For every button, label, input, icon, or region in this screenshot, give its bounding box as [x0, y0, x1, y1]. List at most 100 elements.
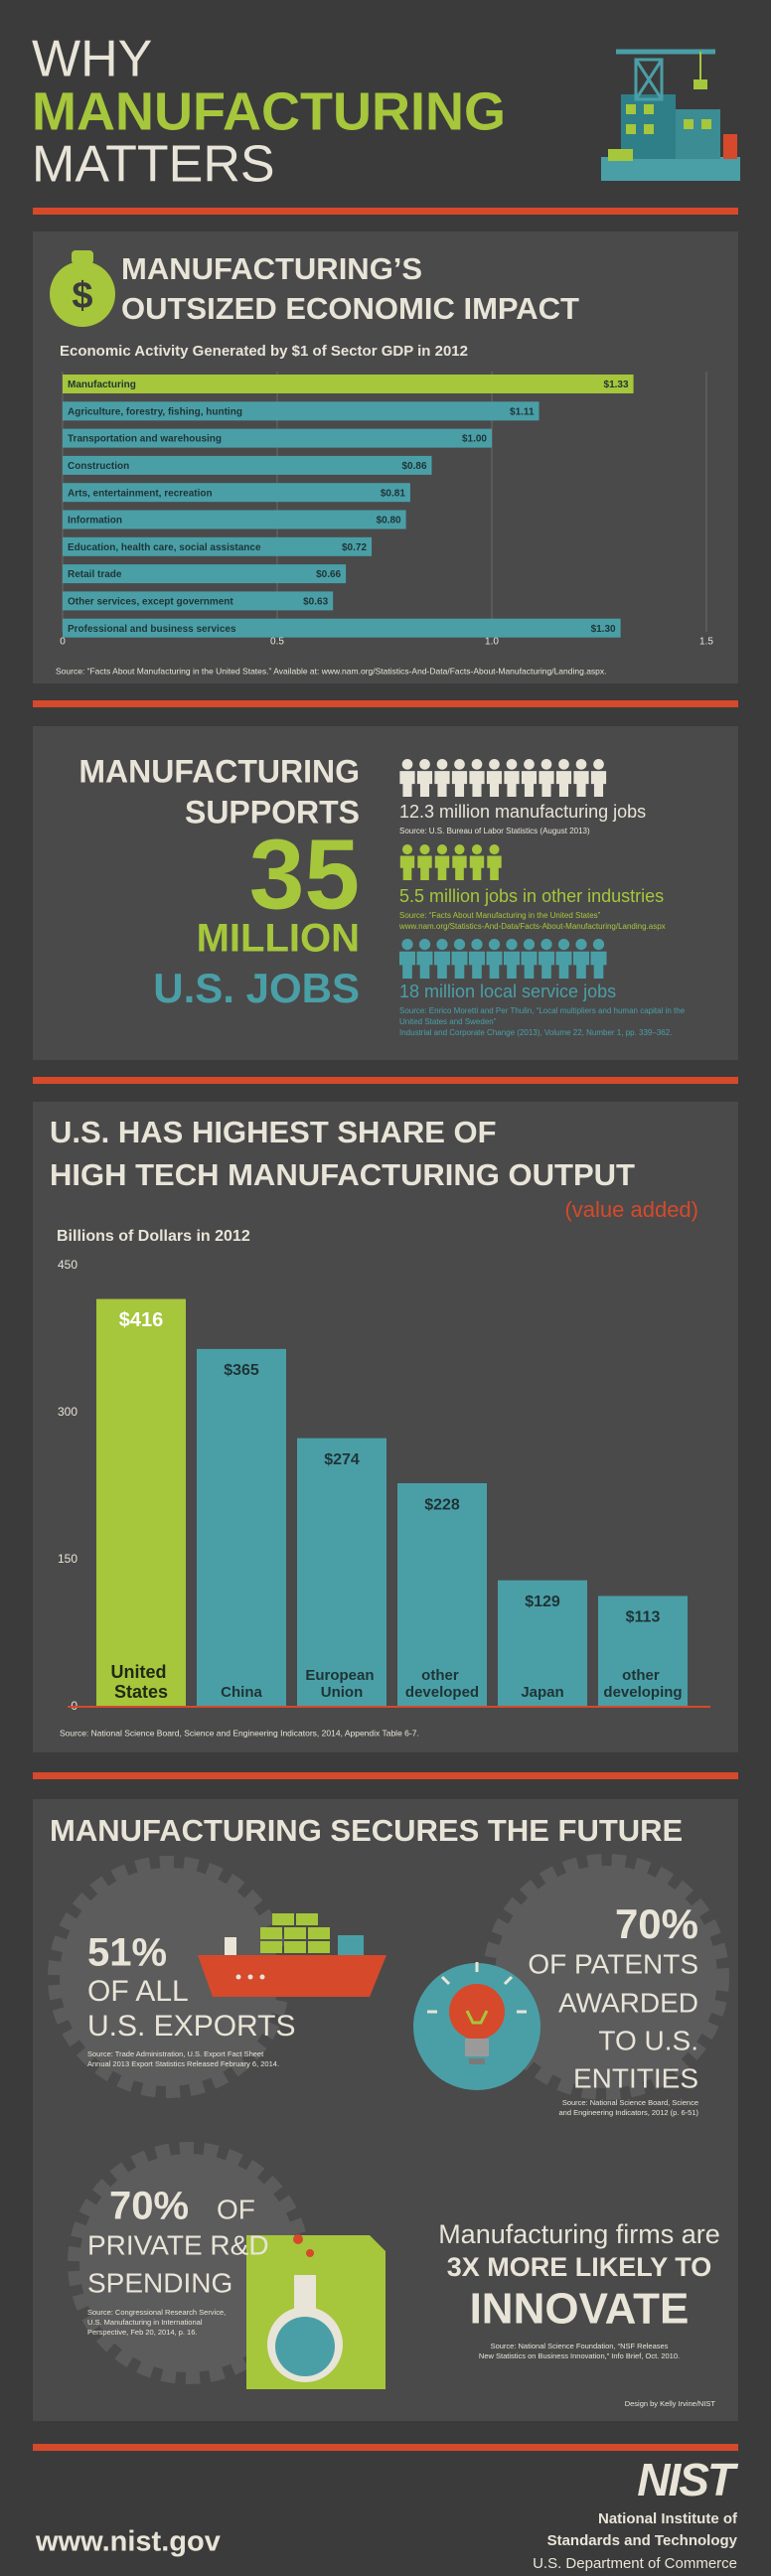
- bulb-illustration: [413, 1962, 540, 2090]
- stat-text: Manufacturing firms are: [438, 2219, 720, 2249]
- person-icon: [436, 759, 448, 770]
- category-label: other developed: [405, 1667, 479, 1701]
- gear: [495, 1866, 717, 2088]
- headline: MILLION: [197, 917, 360, 961]
- category-label: Information: [68, 516, 122, 527]
- value-label: $0.80: [377, 516, 401, 527]
- heading-note: (value added): [564, 1197, 698, 1222]
- source-note: Annual 2013 Export Statistics Released F…: [87, 2059, 279, 2068]
- source-note: Source: Enrico Moretti and Per Thulin, “…: [399, 1006, 686, 1015]
- stat-text: INNOVATE: [470, 2285, 690, 2334]
- person-icon: [590, 951, 607, 979]
- person-icon: [452, 855, 467, 880]
- category-label: Construction: [68, 461, 129, 472]
- category-label: Other services, except government: [68, 597, 233, 608]
- flask-illustration: [246, 2234, 386, 2389]
- stat-text: SPENDING: [87, 2267, 232, 2298]
- person-icon: [436, 844, 448, 855]
- dollar-icon-knot: [72, 250, 93, 264]
- credit: Design by Kelly Irvine/NIST: [625, 2399, 716, 2408]
- person-icon: [506, 759, 518, 770]
- person-icon: [468, 951, 485, 979]
- headline: U.S. JOBS: [153, 965, 360, 1011]
- source-note: and Engineering Indicators, 2012 (p. 6-5…: [558, 2108, 698, 2117]
- person-icon: [555, 771, 572, 797]
- section-heading: U.S. HAS HIGHEST SHARE OF: [50, 1115, 497, 1149]
- category-label: Agriculture, forestry, fishing, hunting: [68, 406, 242, 417]
- category-label: Education, health care, social assistanc…: [68, 542, 261, 553]
- person-icon: [416, 951, 433, 979]
- stat-text: AWARDED: [558, 1987, 698, 2018]
- person-icon: [592, 939, 605, 951]
- org-line: Standards and Technology: [547, 2532, 738, 2549]
- bar: [397, 1483, 487, 1707]
- person-icon: [489, 759, 500, 770]
- bar: [63, 536, 373, 556]
- headline: MANUFACTURING: [78, 753, 360, 789]
- person-icon: [469, 855, 485, 880]
- person-icon: [521, 951, 538, 979]
- bar: [63, 428, 492, 448]
- person-icon: [419, 759, 430, 770]
- person-icon: [489, 844, 500, 855]
- person-icon: [573, 771, 589, 797]
- org-line: National Institute of: [598, 2510, 738, 2527]
- footer-url: www.nist.gov: [35, 2526, 221, 2558]
- title-line: MANUFACTURING: [32, 81, 506, 141]
- chart-title: Economic Activity Generated by $1 of Sec…: [60, 343, 468, 360]
- value-label: $228: [424, 1496, 460, 1513]
- headline: SUPPORTS: [185, 794, 360, 830]
- person-icon: [575, 759, 587, 770]
- category-label: European Union: [305, 1667, 378, 1701]
- divider: [33, 1772, 738, 1779]
- person-icon: [593, 759, 604, 770]
- section-heading: HIGH TECH MANUFACTURING OUTPUT: [50, 1157, 635, 1192]
- person-icon: [416, 771, 433, 797]
- category-label: Manufacturing: [68, 379, 136, 390]
- bar: [598, 1595, 688, 1707]
- person-icon: [469, 771, 485, 797]
- value-label: $0.81: [381, 488, 405, 499]
- bar: [96, 1298, 186, 1707]
- value-label: $0.86: [401, 461, 426, 472]
- value-label: $416: [119, 1309, 164, 1331]
- bar: [63, 591, 334, 611]
- person-icon: [434, 771, 450, 797]
- person-icon: [453, 939, 466, 951]
- person-icon: [504, 771, 520, 797]
- person-icon: [487, 855, 502, 880]
- job-stat: 5.5 million jobs in other industries: [399, 886, 664, 906]
- stat-text: PRIVATE R&D: [87, 2229, 269, 2260]
- x-tick-label: 0.5: [270, 637, 284, 648]
- x-tick-label: 1.5: [699, 637, 713, 648]
- person-icon: [418, 939, 431, 951]
- category-label: Arts, entertainment, recreation: [68, 488, 213, 499]
- category-label: Japan: [521, 1684, 563, 1701]
- source-note: New Statistics on Business Innovation,” …: [479, 2351, 680, 2360]
- bar: [63, 564, 347, 584]
- job-stat: 18 million local service jobs: [399, 982, 616, 1001]
- ship-illustration: [198, 1913, 386, 1997]
- x-tick-label: 0: [60, 637, 66, 648]
- y-tick-label: 300: [58, 1405, 77, 1419]
- divider: [33, 1077, 738, 1084]
- bar: [297, 1438, 386, 1707]
- category-label: China: [221, 1684, 262, 1701]
- person-icon: [454, 844, 465, 855]
- bar: [63, 510, 406, 530]
- stat-text: OF PATENTS: [528, 1948, 698, 1979]
- person-icon: [540, 939, 552, 951]
- source-note: United States and Sweden”: [399, 1017, 497, 1026]
- person-icon: [573, 951, 589, 979]
- value-label: $129: [525, 1593, 560, 1610]
- person-icon: [503, 951, 520, 979]
- source-note: Source: “Facts About Manufacturing in th…: [56, 666, 607, 676]
- person-icon: [451, 951, 468, 979]
- value-label: $0.72: [342, 542, 367, 553]
- person-icon: [436, 939, 448, 951]
- source-note: Source: National Science Board, Science …: [60, 1728, 419, 1738]
- gear: [79, 2154, 298, 2372]
- source-note: Source: Congressional Research Service,: [87, 2308, 226, 2317]
- value-label: $1.30: [591, 624, 616, 635]
- bar: [63, 618, 621, 638]
